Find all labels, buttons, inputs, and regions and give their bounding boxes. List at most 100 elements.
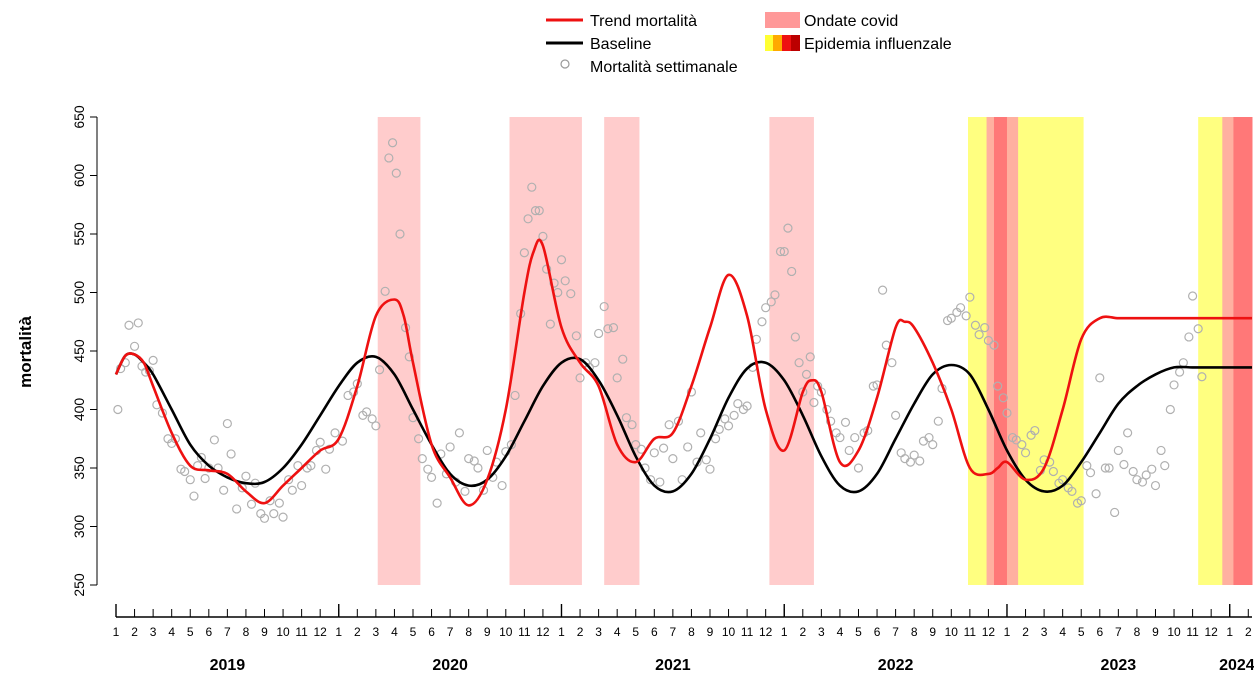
legend-flu-swatch-2: [773, 35, 782, 51]
y-axis-label: mortalità: [16, 316, 35, 388]
month-tick-label: 2: [1245, 625, 1252, 639]
month-tick-label: 3: [373, 625, 380, 639]
weekly-point: [189, 491, 199, 501]
weekly-point: [380, 286, 390, 296]
covid-wave-band-2: [509, 117, 582, 585]
weekly-point: [720, 414, 730, 424]
month-tick-label: 12: [536, 625, 550, 639]
weekly-point: [742, 401, 752, 411]
weekly-point: [1178, 358, 1188, 368]
weekly-point: [423, 464, 433, 474]
weekly-point: [983, 335, 994, 346]
weekly-point: [775, 246, 786, 257]
weekly-point: [1076, 496, 1086, 506]
month-tick-label: 9: [1152, 625, 1159, 639]
legend-covid-swatch: [765, 12, 800, 28]
weekly-point: [770, 290, 780, 300]
weekly-point: [497, 480, 507, 491]
weekly-point: [530, 206, 541, 216]
weekly-point: [387, 138, 398, 148]
weekly-point: [621, 413, 632, 423]
weekly-point: [809, 397, 819, 408]
y-tick-label-600: 600: [71, 164, 87, 188]
weekly-point: [374, 365, 385, 375]
month-tick-label: 1: [558, 625, 565, 639]
weekly-point: [1165, 404, 1175, 415]
weekly-point: [915, 456, 925, 466]
weekly-point: [989, 340, 999, 350]
month-tick-label: 11: [1186, 625, 1199, 639]
month-tick-label: 8: [911, 625, 918, 639]
weekly-point: [560, 276, 570, 286]
weekly-point: [668, 454, 678, 464]
weekly-point: [293, 461, 303, 471]
weekly-point: [1175, 367, 1185, 377]
month-tick-label: 1: [1226, 625, 1233, 639]
weekly-point: [246, 499, 257, 509]
month-tick-label: 10: [945, 625, 959, 639]
legend-trend-label: Trend mortalità: [590, 13, 697, 30]
month-tick-label: 9: [484, 625, 491, 639]
weekly-point: [840, 417, 851, 427]
y-tick-label-650: 650: [71, 105, 87, 129]
month-tick-label: 7: [1115, 625, 1122, 639]
year-label-2021: 2021: [655, 657, 691, 673]
weekly-point: [417, 454, 427, 464]
month-tick-label: 12: [1204, 625, 1218, 639]
weekly-point: [278, 512, 288, 522]
weekly-point: [618, 354, 628, 364]
month-tick-label: 2: [131, 625, 138, 639]
month-tick-label: 11: [741, 625, 754, 639]
weekly-point: [853, 463, 864, 473]
month-tick-label: 2: [577, 625, 584, 639]
weekly-point: [367, 414, 377, 424]
weekly-point: [469, 456, 479, 466]
month-tick-label: 7: [670, 625, 677, 639]
weekly-point: [404, 352, 414, 362]
weekly-point: [196, 452, 206, 463]
weekly-point: [850, 432, 860, 443]
flu-band-3: [993, 117, 1008, 585]
weekly-point: [594, 328, 604, 339]
weekly-point: [705, 464, 715, 474]
weekly-point: [1067, 486, 1077, 496]
month-tick-label: 6: [651, 625, 658, 639]
legend-flu-swatch-4: [791, 35, 800, 51]
weekly-point: [1147, 464, 1157, 474]
weekly-point: [241, 471, 251, 481]
weekly-point: [998, 393, 1008, 403]
weekly-point: [538, 231, 548, 241]
month-tick-label: 7: [447, 625, 454, 639]
weekly-point: [371, 421, 381, 431]
legend-weekly-swatch: [560, 59, 570, 69]
month-tick-label: 3: [818, 625, 825, 639]
weekly-point: [523, 214, 533, 224]
month-tick-label: 8: [243, 625, 250, 639]
weekly-point: [783, 223, 793, 233]
weekly-point: [464, 454, 474, 464]
month-tick-label: 8: [465, 625, 472, 639]
weekly-point: [549, 278, 559, 288]
y-tick-label-300: 300: [71, 515, 87, 539]
weekly-point: [460, 486, 470, 496]
weekly-point: [1017, 440, 1027, 450]
weekly-point: [426, 472, 437, 482]
year-label-2022: 2022: [878, 657, 914, 673]
weekly-point: [306, 461, 316, 471]
weekly-point: [887, 358, 897, 368]
weekly-point: [274, 498, 284, 508]
month-tick-label: 1: [113, 625, 120, 639]
weekly-point: [701, 455, 711, 465]
month-tick-label: 5: [1078, 625, 1085, 639]
weekly-point: [1030, 425, 1040, 436]
month-tick-label: 10: [276, 625, 290, 639]
month-tick-label: 9: [261, 625, 268, 639]
weekly-point: [955, 303, 966, 313]
flu-band-4: [1006, 117, 1019, 585]
weekly-point: [222, 418, 232, 429]
flu-band-1: [968, 117, 988, 585]
highlight-bands: [377, 117, 1253, 585]
flu-band-2: [986, 117, 995, 585]
weekly-point: [321, 464, 331, 474]
y-axis: 250 300 350 400 450 500 550 600 650: [71, 105, 98, 597]
